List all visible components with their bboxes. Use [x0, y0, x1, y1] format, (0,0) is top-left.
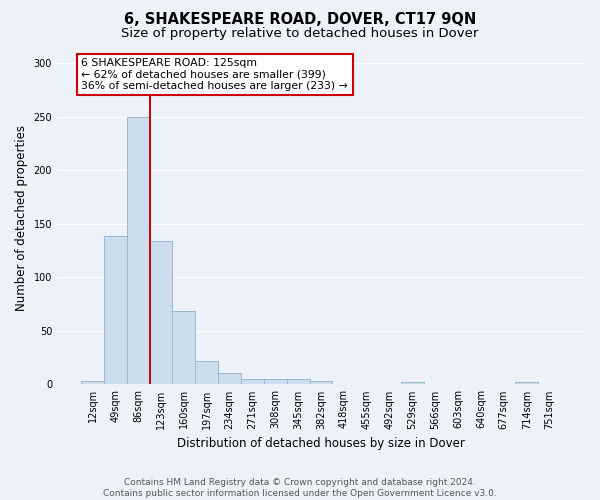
X-axis label: Distribution of detached houses by size in Dover: Distribution of detached houses by size …: [177, 437, 465, 450]
Y-axis label: Number of detached properties: Number of detached properties: [15, 126, 28, 312]
Bar: [196, 361, 218, 384]
Bar: [149, 241, 172, 384]
Bar: [127, 116, 149, 384]
Bar: [287, 379, 310, 384]
Bar: [172, 310, 196, 384]
Bar: [264, 379, 287, 384]
Bar: [104, 236, 127, 384]
Bar: [401, 382, 424, 384]
Text: Contains HM Land Registry data © Crown copyright and database right 2024.
Contai: Contains HM Land Registry data © Crown c…: [103, 478, 497, 498]
Text: 6, SHAKESPEARE ROAD, DOVER, CT17 9QN: 6, SHAKESPEARE ROAD, DOVER, CT17 9QN: [124, 12, 476, 28]
Bar: [310, 381, 332, 384]
Bar: [81, 381, 104, 384]
Text: Size of property relative to detached houses in Dover: Size of property relative to detached ho…: [121, 28, 479, 40]
Text: 6 SHAKESPEARE ROAD: 125sqm
← 62% of detached houses are smaller (399)
36% of sem: 6 SHAKESPEARE ROAD: 125sqm ← 62% of deta…: [82, 58, 348, 91]
Bar: [218, 372, 241, 384]
Bar: [515, 382, 538, 384]
Bar: [241, 379, 264, 384]
